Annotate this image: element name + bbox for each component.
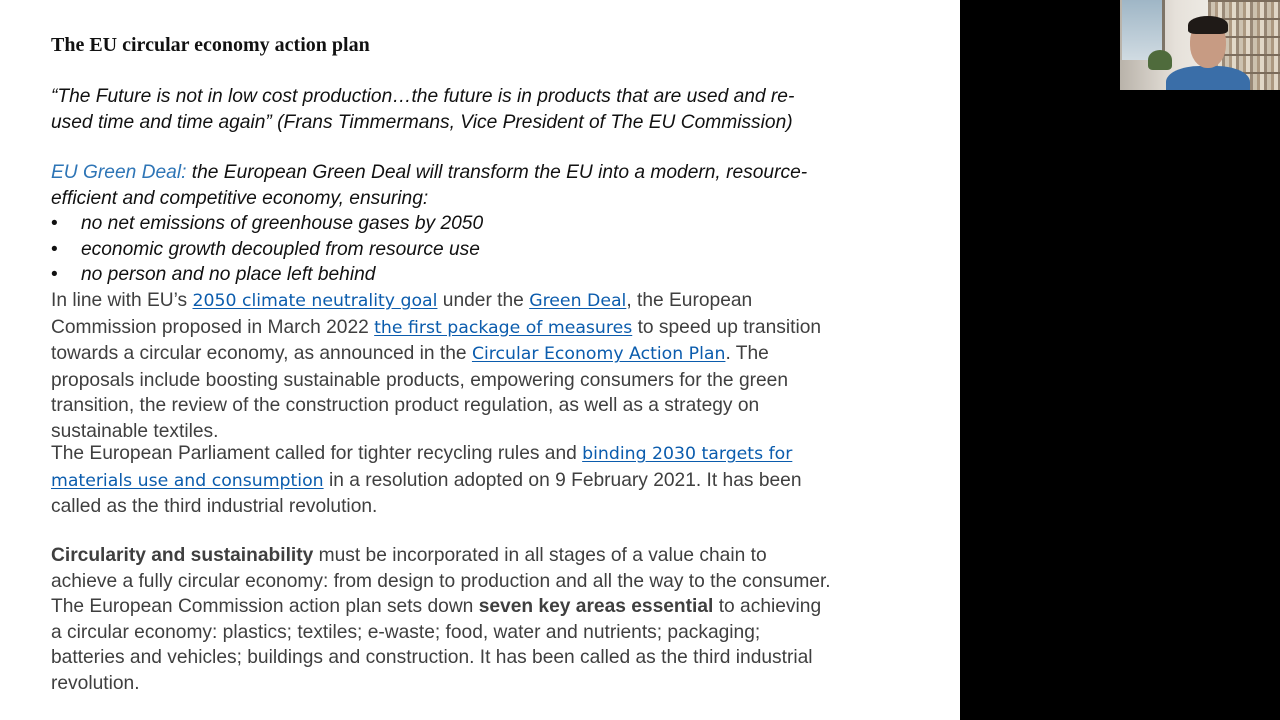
bullet-item: • no net emissions of greenhouse gases by… — [51, 211, 941, 237]
green-deal-intro: EU Green Deal: the European Green Deal w… — [51, 160, 941, 211]
slide: The EU circular economy action plan “The… — [0, 0, 960, 720]
link-binding-2030-targets[interactable]: materials use and consumption — [51, 470, 324, 491]
bullet-icon: • — [51, 264, 58, 286]
link-first-package-of-measures[interactable]: the first package of measures — [374, 317, 633, 338]
slide-title: The EU circular economy action plan — [51, 34, 370, 56]
paragraph-circularity: Circularity and sustainability must be i… — [51, 545, 831, 694]
green-deal-text-2: efficient and competitive economy, ensur… — [51, 187, 429, 209]
link-green-deal[interactable]: Green Deal — [529, 291, 627, 311]
paragraph-european-parliament: The European Parliament called for tight… — [51, 443, 802, 518]
bullet-icon: • — [51, 213, 58, 234]
quote: “The Future is not in low cost productio… — [51, 84, 941, 135]
link-circular-economy-action-plan[interactable]: Circular Economy Action Plan — [471, 344, 726, 365]
bullet-icon: • — [51, 238, 58, 260]
bullet-item: • economic growth decoupled from resource… — [51, 237, 941, 263]
link-climate-neutrality-goal[interactable]: 2050 climate neutrality goal — [192, 291, 438, 311]
green-deal-text-1: the European Green Deal will transform t… — [186, 162, 808, 183]
green-deal-bullets: • no net emissions of greenhouse gases by… — [51, 211, 941, 288]
emphasis-circularity: Circularity and sustainability — [51, 545, 314, 566]
presenter-video-icon — [1120, 0, 1280, 90]
link-binding-2030-targets[interactable]: binding 2030 targets for — [582, 444, 793, 464]
paragraph-climate-neutrality: In line with EU’s 2050 climate neutralit… — [51, 290, 822, 442]
bullet-item: • no person and no place left behind — [51, 262, 941, 288]
emphasis-seven-key-areas: seven key areas essential — [478, 596, 714, 618]
green-deal-label: EU Green Deal: — [51, 162, 187, 183]
quote-line-2: used time and time again” (Frans Timmerm… — [51, 111, 793, 133]
quote-line-1: “The Future is not in low cost productio… — [51, 86, 795, 107]
